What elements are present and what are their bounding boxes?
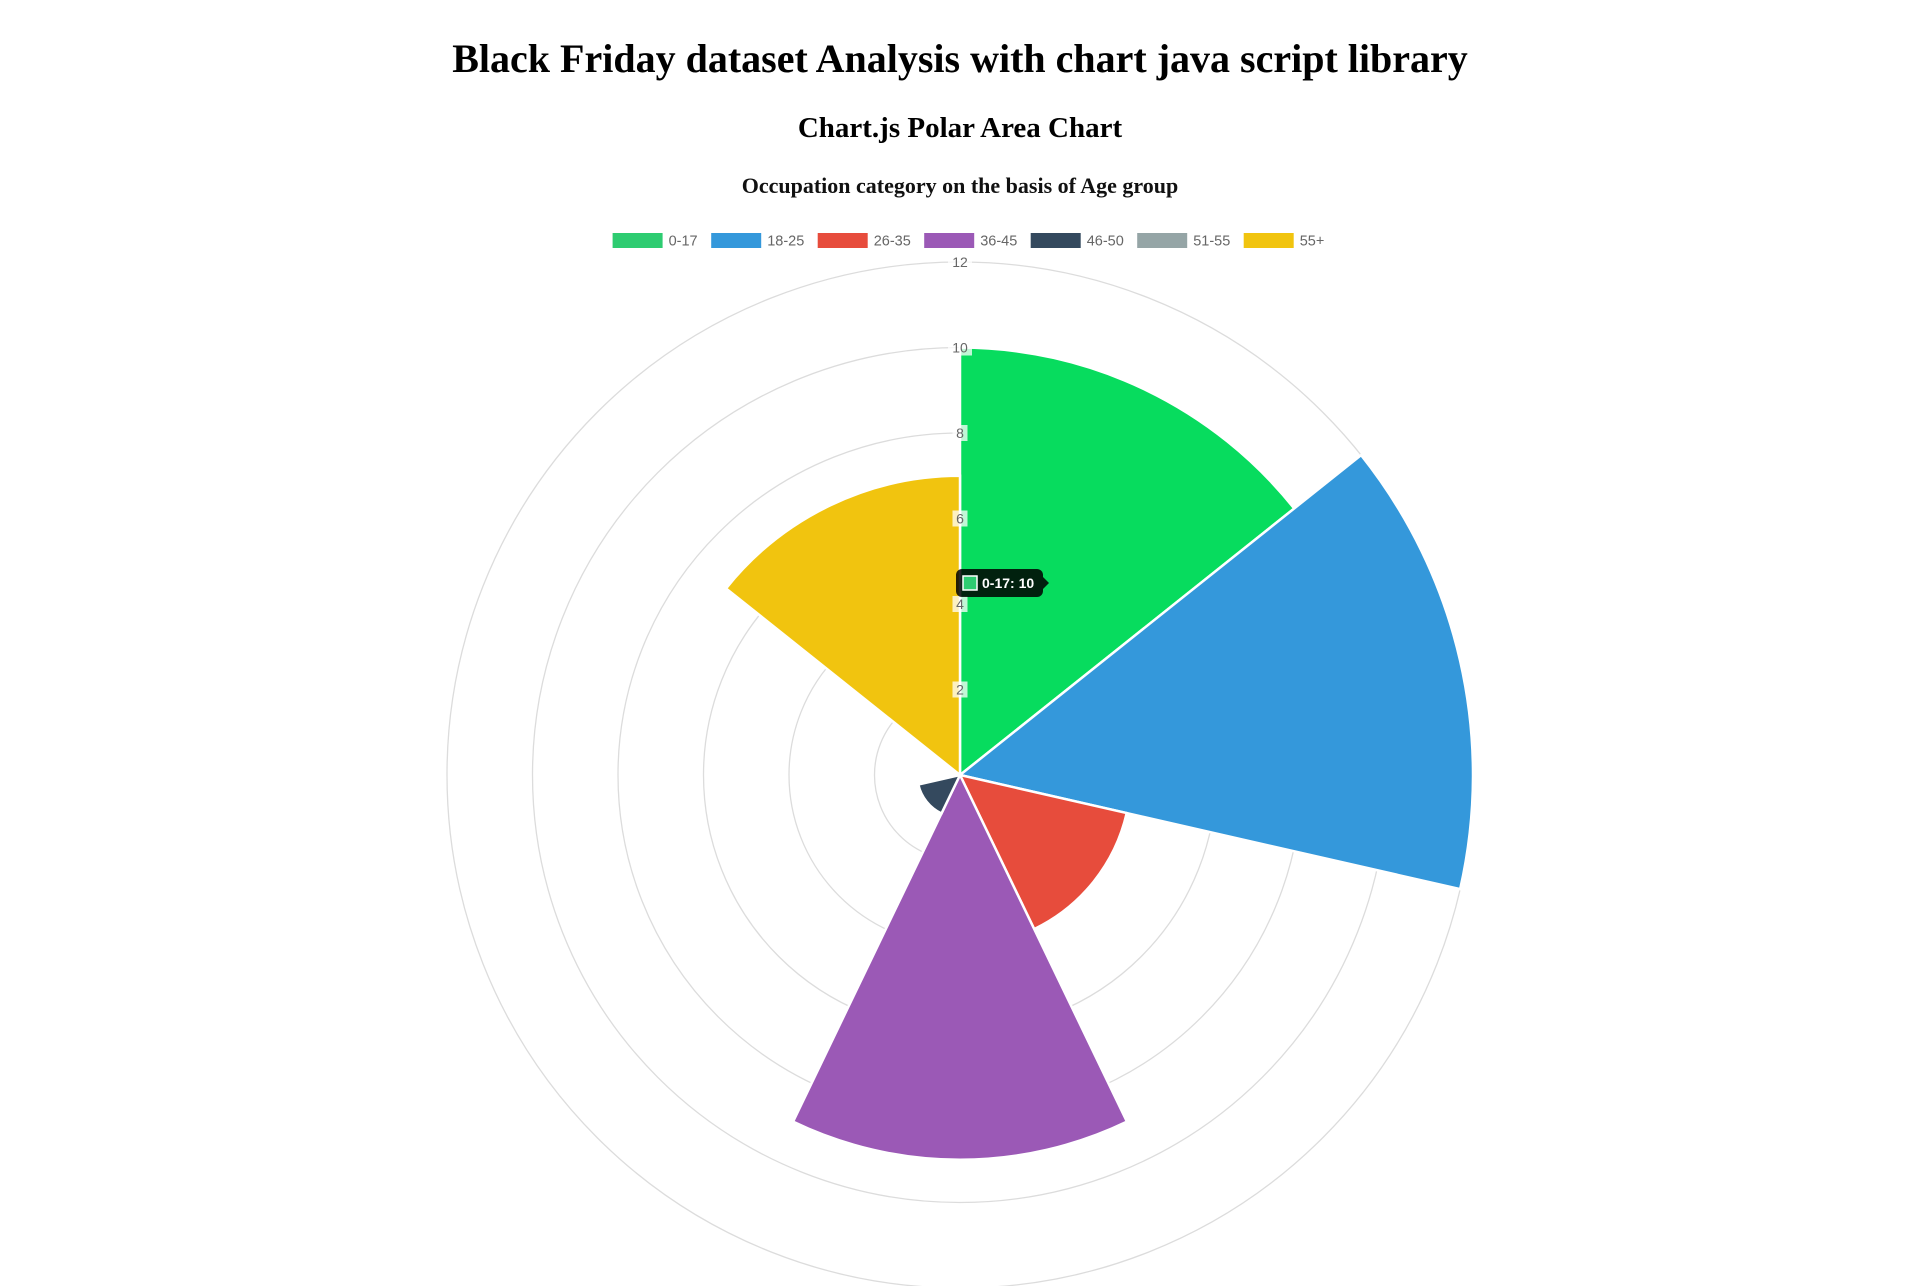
svg-text:12: 12 bbox=[952, 254, 968, 270]
legend-label: 51-55 bbox=[1193, 234, 1230, 250]
tick-label-12: 12 bbox=[948, 254, 972, 270]
svg-text:4: 4 bbox=[956, 596, 964, 612]
sector-36-45[interactable] bbox=[791, 772, 1129, 1162]
legend-item-46-50[interactable]: 46-50 bbox=[1030, 233, 1124, 250]
svg-text:8: 8 bbox=[956, 425, 964, 441]
legend-swatch bbox=[1137, 233, 1188, 248]
legend-item-51-55[interactable]: 51-55 bbox=[1137, 233, 1230, 250]
legend-item-18-25[interactable]: 18-25 bbox=[711, 233, 804, 250]
chart-legend[interactable]: 0-17 18-25 26-35 36-45 46-50 51-55 55+ bbox=[612, 233, 1325, 250]
tooltip-text: 0-17: 10 bbox=[982, 575, 1034, 591]
chart-sectors[interactable] bbox=[724, 346, 1475, 1162]
legend-item-26-35[interactable]: 26-35 bbox=[817, 233, 911, 250]
page-title: Black Friday dataset Analysis with chart… bbox=[452, 36, 1468, 81]
legend-swatch bbox=[924, 233, 975, 248]
tick-label-10: 10 bbox=[948, 339, 972, 356]
legend-swatch bbox=[1243, 233, 1294, 248]
legend-label: 36-45 bbox=[980, 234, 1017, 250]
chart-title: Occupation category on the basis of Age … bbox=[742, 173, 1179, 198]
tick-label-6: 6 bbox=[952, 510, 968, 527]
legend-item-0-17[interactable]: 0-17 bbox=[612, 233, 698, 250]
tick-label-4: 4 bbox=[952, 596, 968, 612]
legend-swatch bbox=[711, 233, 762, 248]
legend-label: 46-50 bbox=[1087, 234, 1124, 250]
legend-label: 18-25 bbox=[767, 234, 804, 250]
tick-label-2: 2 bbox=[952, 681, 968, 698]
radial-tick-labels: 2 4 6 8 10 12 bbox=[948, 254, 972, 698]
legend-item-36-45[interactable]: 36-45 bbox=[924, 233, 1017, 250]
tooltip-box: 0-17: 10 bbox=[956, 569, 1049, 597]
legend-label: 0-17 bbox=[669, 234, 698, 250]
tick-label-8: 8 bbox=[952, 425, 968, 441]
legend-swatch bbox=[817, 233, 868, 248]
legend-item-55+[interactable]: 55+ bbox=[1243, 233, 1325, 250]
svg-text:2: 2 bbox=[956, 682, 964, 698]
svg-text:6: 6 bbox=[956, 511, 964, 527]
sector-18-25[interactable] bbox=[957, 453, 1475, 891]
legend-swatch bbox=[1030, 233, 1081, 248]
sector-46-50[interactable] bbox=[916, 773, 963, 816]
chart-tooltip: 0-17: 10 bbox=[956, 569, 1049, 597]
legend-swatch bbox=[612, 233, 663, 248]
legend-label: 55+ bbox=[1300, 234, 1325, 250]
page-subtitle: Chart.js Polar Area Chart bbox=[797, 112, 1123, 144]
sector-0-17[interactable] bbox=[958, 346, 1296, 778]
svg-text:10: 10 bbox=[952, 340, 968, 356]
legend-label: 26-35 bbox=[874, 234, 911, 250]
sector-55+[interactable] bbox=[724, 474, 962, 778]
sector-26-35[interactable] bbox=[957, 773, 1129, 931]
